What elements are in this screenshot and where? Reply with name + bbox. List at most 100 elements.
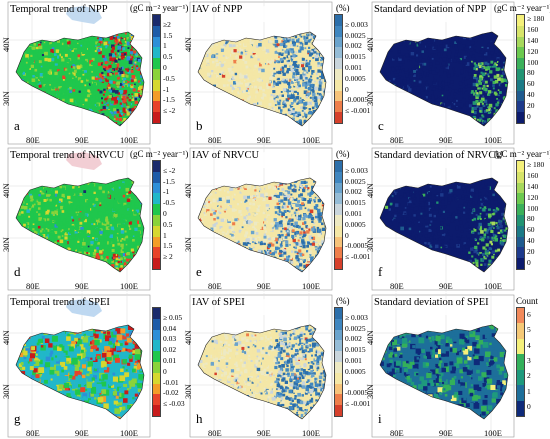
colorbar-swatch: [517, 214, 524, 226]
panel-title: Temporal trend of SPEI: [10, 297, 110, 308]
longitude-label: 80E: [390, 135, 404, 145]
colorbar-swatch: [517, 68, 524, 80]
colorbar-swatch: [517, 47, 524, 59]
colorbar-tick-label: 0.001: [345, 356, 362, 365]
unit-label: (gC m⁻² year⁻¹): [494, 149, 550, 159]
colorbar-swatch: [335, 394, 342, 406]
colorbar-tick-label: 2: [527, 371, 531, 381]
colorbar-swatch: [335, 47, 342, 59]
panel-title: IAV of SPEI: [192, 297, 245, 308]
map-f: [366, 146, 516, 292]
colorbar-tick-label: ≤ -0.001: [345, 252, 371, 262]
panel-letter: g: [14, 411, 21, 426]
plateau-outline: [379, 31, 509, 127]
colorbar-swatch: [517, 369, 524, 386]
colorbar-tick-label: 160: [527, 171, 539, 181]
colorbar: [516, 160, 525, 270]
unit-label: (%): [336, 3, 350, 13]
panel-letter: c: [378, 118, 384, 133]
map-a: [2, 0, 152, 146]
colorbar-tick-label: -0.5: [163, 73, 175, 83]
colorbar-swatch: [517, 112, 524, 123]
latitude-label: 30N: [365, 237, 375, 252]
map-e: [184, 146, 334, 292]
colorbar-swatch: [517, 58, 524, 69]
colorbar-tick-label: 1.5: [163, 241, 173, 251]
colorbar-tick-label: 100: [527, 203, 539, 213]
colorbar-tick-label: 80: [527, 214, 535, 224]
longitude-label: 90E: [257, 135, 271, 145]
colorbar: [516, 307, 525, 417]
plateau-outline: [15, 177, 145, 273]
colorbar-swatch: [335, 193, 342, 205]
colorbar-tick-label: 0.0015: [345, 52, 366, 62]
northern-patch: [66, 152, 102, 170]
colorbar-swatch: [517, 258, 524, 269]
colorbar: [334, 307, 343, 417]
colorbar-tick-label: 60: [527, 225, 535, 235]
colorbar-tick-label: -0.0005: [345, 241, 369, 251]
colorbar-swatch: [517, 171, 524, 183]
colorbar-tick-label: 0: [527, 111, 531, 121]
colorbar-swatch: [153, 214, 160, 226]
colorbar-tick-label: 0.0015: [345, 198, 366, 208]
colorbar-tick-label: ≥ 180: [527, 160, 545, 170]
colorbar-tick-label: 0.0015: [345, 345, 366, 355]
colorbar-tick-label: ≤ -0.03: [163, 399, 185, 409]
longitude-label: 100E: [120, 281, 138, 291]
panel-d: Temporal trend of NRVCU (gC m⁻² year⁻¹) d 4…: [1, 146, 188, 292]
colorbar-swatch: [153, 394, 160, 406]
panel-title: Standard deviation of NPP: [374, 4, 487, 15]
plateau-outline: [197, 31, 327, 127]
colorbar-tick-label: ≥ 2: [163, 252, 173, 262]
colorbar-swatch: [153, 204, 160, 215]
longitude-label: 80E: [208, 428, 222, 438]
panel-b: IAV of NPP (%) b 40N 30N 80E 90E 100E ≥ 0.003 0.0…: [183, 0, 370, 146]
panel-title: IAV of NPP: [192, 4, 243, 15]
colorbar-tick-label: -0.5: [163, 198, 175, 208]
unit-label: (gC m⁻² year⁻¹): [494, 3, 550, 13]
colorbar-tick-label: 0.5: [163, 219, 173, 229]
colorbar-swatch: [517, 354, 524, 370]
colorbar-tick-label: 60: [527, 79, 535, 89]
northern-patch: [248, 299, 284, 317]
panel-h: IAV of SPEI (%) h 40N 30N 80E 90E 100E ≥ 0.003 0.…: [183, 293, 370, 439]
colorbar-tick-label: 0.02: [163, 345, 177, 355]
plateau-outline: [15, 31, 145, 127]
longitude-label: 100E: [484, 428, 502, 438]
colorbar-swatch: [153, 36, 160, 48]
colorbar-swatch: [517, 400, 524, 416]
panel-letter: f: [378, 264, 383, 279]
colorbar: [152, 307, 161, 417]
colorbar-swatch: [335, 405, 342, 416]
colorbar-swatch: [153, 340, 160, 352]
panel-letter: h: [196, 411, 203, 426]
colorbar-swatch: [335, 90, 342, 102]
latitude-label: 40N: [183, 330, 193, 345]
latitude-label: 30N: [365, 91, 375, 106]
colorbar-swatch: [335, 15, 342, 26]
colorbar-swatch: [517, 90, 524, 102]
colorbar-tick-label: -0.02: [163, 388, 179, 398]
colorbar-tick-label: 5: [527, 325, 531, 335]
colorbar: [152, 14, 161, 124]
colorbar-swatch: [335, 58, 342, 69]
colorbar: [516, 14, 525, 124]
panel-letter: b: [196, 118, 203, 133]
colorbar-swatch: [153, 308, 160, 319]
colorbar-tick-label: 6: [527, 309, 531, 319]
colorbar-swatch: [517, 247, 524, 259]
colorbar-swatch: [153, 25, 160, 37]
colorbar-tick-label: ≥ 180: [527, 14, 545, 24]
map-i: [366, 293, 516, 439]
longitude-label: 100E: [120, 428, 138, 438]
latitude-label: 40N: [365, 330, 375, 345]
plateau-outline: [379, 324, 509, 420]
longitude-label: 90E: [257, 281, 271, 291]
colorbar-swatch: [335, 383, 342, 395]
colorbar-swatch: [335, 36, 342, 48]
colorbar-swatch: [517, 323, 524, 339]
colorbar-tick-label: 0: [163, 366, 167, 376]
longitude-label: 90E: [257, 428, 271, 438]
colorbar-tick-label: 0.0025: [345, 323, 366, 333]
